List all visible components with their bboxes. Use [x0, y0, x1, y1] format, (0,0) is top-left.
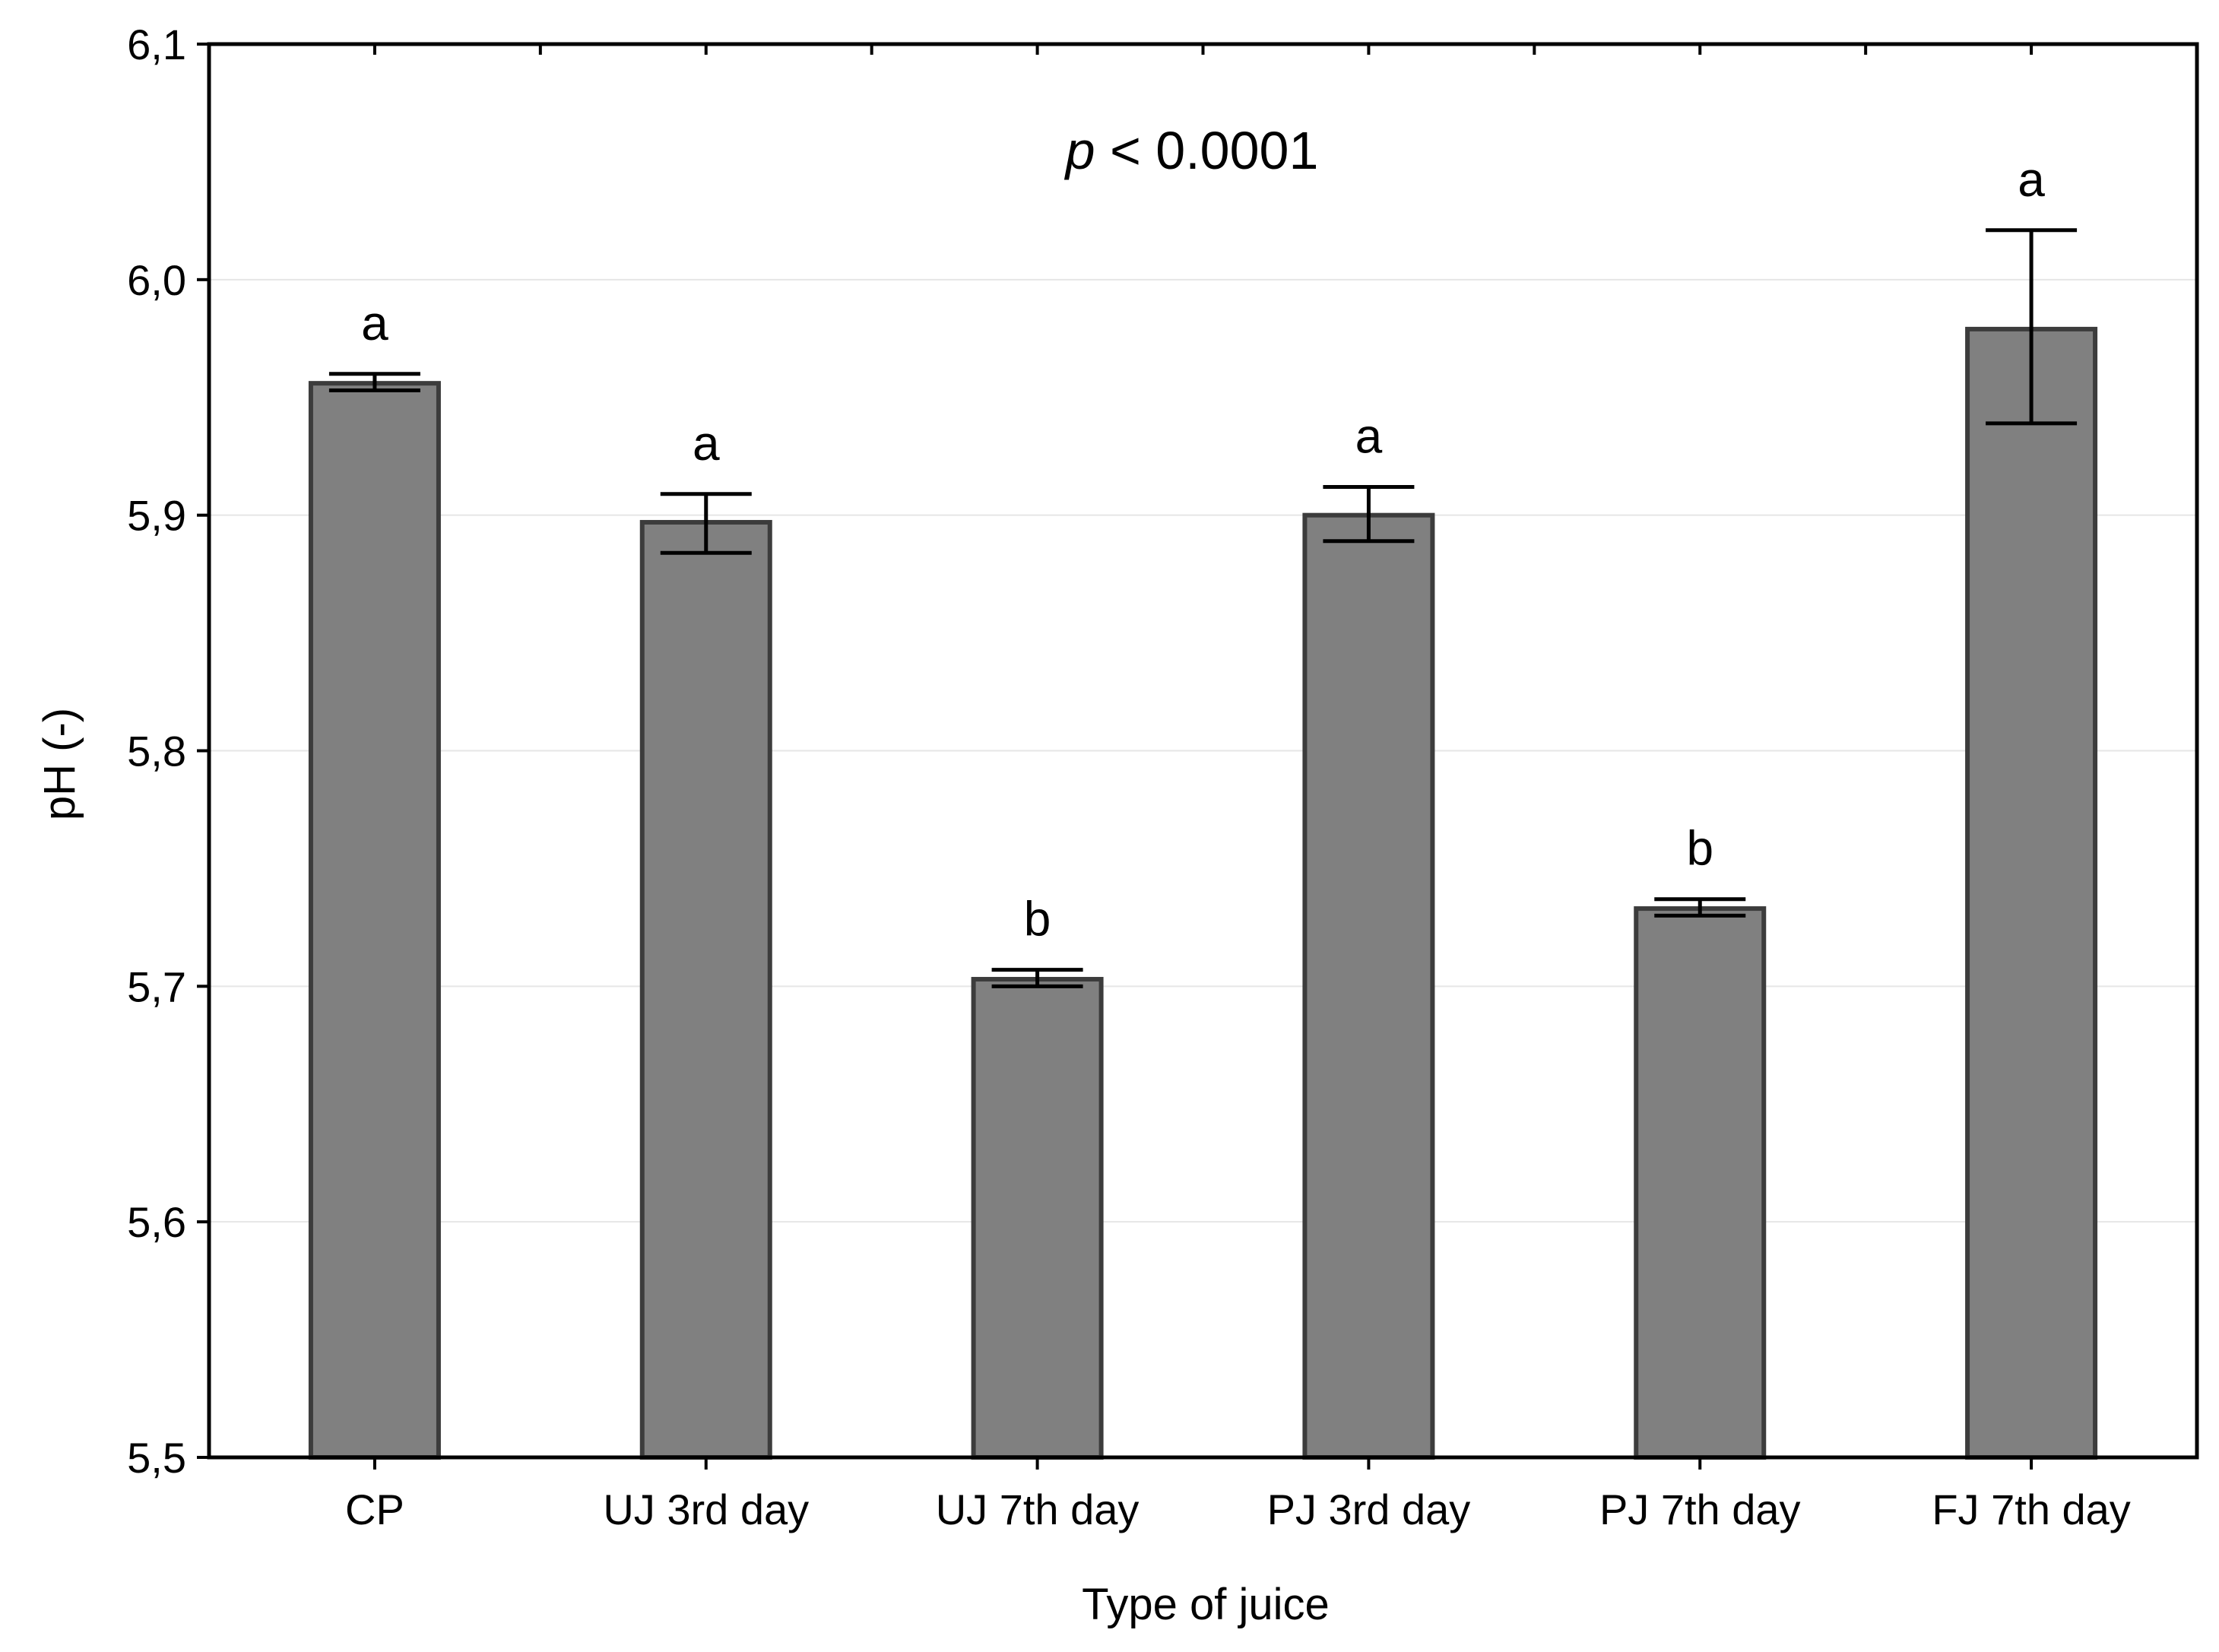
x-tick-labels: CP UJ 3rd day UJ 7th day PJ 3rd day PJ 7th d… [345, 1486, 2131, 1533]
significance-letter: a [361, 296, 388, 350]
bar [1634, 906, 1767, 1460]
y-tick-label: 5,6 [127, 1198, 186, 1246]
x-tick-label: PJ 7th day [1599, 1486, 1801, 1533]
x-tick-label: PJ 3rd day [1267, 1486, 1471, 1533]
bar [308, 381, 441, 1460]
x-tick-label: UJ 3rd day [603, 1486, 809, 1533]
x-tick-label: UJ 7th day [936, 1486, 1140, 1533]
y-tick-label: 5,5 [127, 1434, 186, 1482]
p-value-annotation: p < 0.0001 [1064, 121, 1319, 180]
y-tick-labels: 5,5 5,6 5,7 5,8 5,9 6,0 6,1 [127, 21, 186, 1482]
bar [971, 977, 1104, 1460]
significance-letter: a [1355, 408, 1383, 463]
x-axis-title: Type of juice [1082, 1580, 1330, 1629]
bar [1302, 512, 1435, 1460]
grid-lines [209, 278, 2197, 1223]
bar [639, 519, 772, 1460]
error-bars [328, 228, 2078, 988]
x-tick-label: FJ 7th day [1932, 1486, 2130, 1533]
significance-letter: b [1024, 892, 1051, 946]
significance-letter: b [1686, 821, 1713, 876]
significance-letter: a [693, 416, 720, 471]
significance-letter: a [2018, 152, 2045, 207]
y-tick-label: 5,8 [127, 728, 186, 775]
y-tick-label: 5,9 [127, 492, 186, 540]
y-tick-label: 6,0 [127, 256, 186, 304]
axis-ticks [197, 43, 2034, 1470]
bar [1965, 326, 2098, 1460]
y-tick-label: 5,7 [127, 962, 186, 1010]
significance-letters: a a b a b a [361, 152, 2045, 946]
y-tick-label: 6,1 [127, 21, 186, 68]
y-axis-title: pH (-) [35, 708, 84, 820]
x-tick-label: CP [345, 1486, 404, 1533]
bars [308, 326, 2098, 1460]
